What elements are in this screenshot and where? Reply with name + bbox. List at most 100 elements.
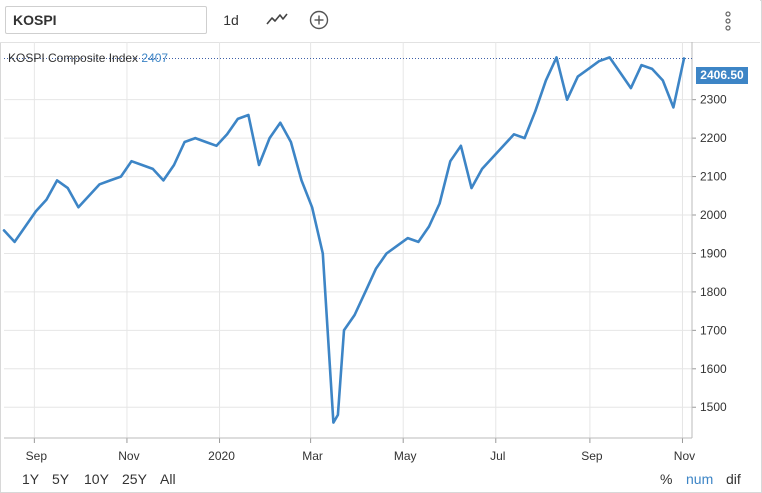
- data-point: [98, 183, 101, 186]
- data-point: [332, 421, 335, 424]
- data-point: [353, 314, 356, 316]
- data-point: [417, 241, 420, 243]
- symbol-input[interactable]: KOSPI: [5, 6, 207, 34]
- data-point: [173, 164, 175, 166]
- data-point: [88, 194, 90, 197]
- data-point: [672, 106, 675, 109]
- data-point: [45, 198, 48, 201]
- data-point: [502, 144, 505, 147]
- data-point: [513, 133, 515, 136]
- data-point: [608, 56, 611, 59]
- x-tick-label: Nov: [118, 449, 139, 463]
- data-point: [460, 144, 462, 147]
- data-point: [661, 79, 664, 82]
- data-point: [194, 137, 197, 140]
- data-point: [375, 267, 377, 270]
- data-point: [258, 164, 260, 166]
- data-point: [130, 160, 133, 163]
- data-point: [683, 57, 685, 60]
- data-point: [141, 164, 144, 166]
- data-point: [120, 175, 122, 178]
- chart-toolbar: KOSPI 1d: [0, 0, 760, 43]
- data-point: [576, 75, 579, 78]
- data-point: [481, 168, 483, 170]
- data-point: [24, 225, 27, 228]
- data-point: [290, 141, 292, 143]
- interval-selector[interactable]: 1d: [223, 12, 239, 28]
- data-point: [598, 60, 600, 63]
- data-point: [300, 179, 303, 182]
- data-point: [162, 179, 165, 182]
- data-point: [268, 137, 271, 140]
- y-tick-label: 2200: [700, 131, 727, 145]
- y-tick-label: 1600: [700, 362, 727, 376]
- data-point: [151, 168, 154, 170]
- last-price-tag: 2406.50: [696, 67, 748, 84]
- series-name: KOSPI Composite Index: [8, 51, 139, 65]
- x-tick-label: May: [394, 449, 417, 463]
- mode-percent-button[interactable]: %: [660, 471, 673, 487]
- data-point: [13, 241, 16, 243]
- data-point: [438, 202, 441, 205]
- data-point: [545, 79, 547, 82]
- range-1y-button[interactable]: 1Y: [22, 471, 40, 487]
- data-point: [587, 68, 590, 70]
- mode-num-button[interactable]: num: [686, 471, 714, 487]
- range-5y-button[interactable]: 5Y: [52, 471, 70, 487]
- x-tick-label: Nov: [674, 449, 695, 463]
- data-point: [406, 237, 409, 240]
- mode-dif-button[interactable]: dif: [726, 471, 741, 487]
- data-point: [523, 137, 526, 140]
- y-tick-label: 1900: [700, 246, 727, 260]
- x-tick-label: Sep: [26, 449, 48, 463]
- data-point: [428, 225, 430, 228]
- data-point: [77, 206, 80, 209]
- x-tick-label: Jul: [490, 449, 505, 463]
- data-point: [470, 187, 473, 190]
- range-25y-button[interactable]: 25Y: [122, 471, 147, 487]
- data-point: [566, 98, 568, 101]
- data-point: [534, 110, 537, 113]
- data-point: [66, 187, 69, 190]
- data-point: [343, 329, 345, 332]
- y-tick-label: 1700: [700, 323, 727, 337]
- data-point: [236, 118, 239, 120]
- y-tick-label: 1500: [700, 400, 727, 414]
- data-point: [396, 244, 398, 247]
- add-indicator-button[interactable]: [307, 8, 331, 32]
- series-last-value: 2407: [141, 51, 169, 65]
- y-tick-label: 1800: [700, 285, 727, 299]
- range-bar: 1Y 5Y 10Y 25Y All % num dif: [0, 468, 760, 491]
- data-point: [205, 141, 207, 143]
- data-point: [311, 206, 313, 209]
- chart-type-button[interactable]: [264, 10, 290, 30]
- data-point: [56, 179, 58, 182]
- data-point: [3, 229, 5, 232]
- data-point: [364, 291, 367, 293]
- symbol-text: KOSPI: [13, 12, 57, 28]
- x-tick-label: Mar: [302, 449, 323, 463]
- data-point: [215, 144, 218, 147]
- data-point: [321, 252, 324, 255]
- data-point: [35, 210, 37, 213]
- data-point: [619, 71, 622, 74]
- data-point: [555, 56, 558, 59]
- range-all-button[interactable]: All: [160, 471, 176, 487]
- data-point: [109, 179, 112, 182]
- data-point: [226, 133, 229, 136]
- x-tick-label: Sep: [581, 449, 603, 463]
- series-line-kospi: [2, 56, 686, 424]
- data-point: [449, 160, 452, 163]
- data-point: [247, 114, 250, 116]
- data-point: [491, 156, 494, 159]
- y-tick-label: 2300: [700, 93, 727, 107]
- plus-circle-icon: [309, 10, 329, 30]
- data-point: [183, 141, 186, 143]
- more-options-button[interactable]: [718, 8, 738, 34]
- data-point: [385, 252, 388, 255]
- data-point: [337, 414, 339, 416]
- range-10y-button[interactable]: 10Y: [84, 471, 109, 487]
- price-chart: 1500 1600 1700 1800 1900 2000 2100 2200 2300 Sep N…: [2, 42, 727, 463]
- y-tick-label: 2100: [700, 170, 727, 184]
- x-tick-label: 2020: [208, 449, 235, 463]
